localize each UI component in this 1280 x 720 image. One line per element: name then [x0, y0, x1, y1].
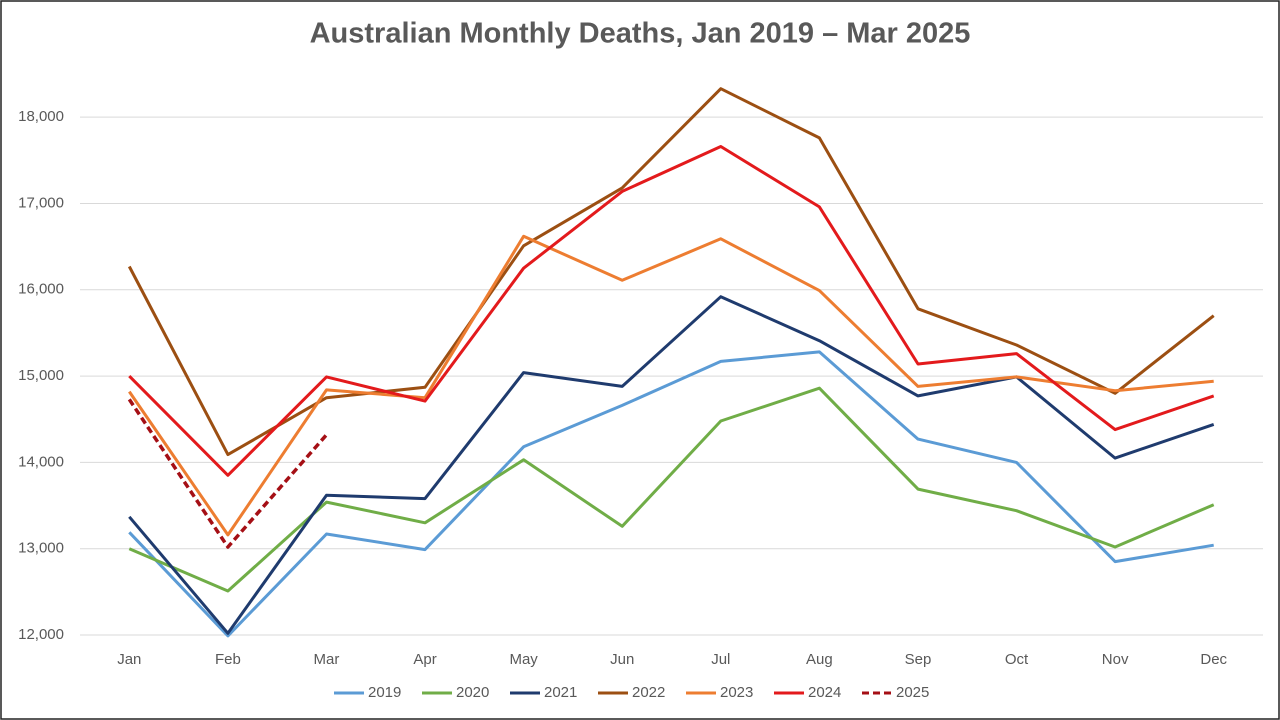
- y-tick-label: 15,000: [18, 367, 64, 384]
- x-tick-label: Oct: [1005, 651, 1029, 668]
- x-tick-label: Aug: [806, 651, 833, 668]
- legend-label: 2022: [632, 684, 665, 701]
- legend-label: 2020: [456, 684, 489, 701]
- legend-label: 2023: [720, 684, 753, 701]
- legend-label: 2024: [808, 684, 841, 701]
- y-tick-label: 17,000: [18, 194, 64, 211]
- y-tick-label: 16,000: [18, 281, 64, 298]
- chart-title: Australian Monthly Deaths, Jan 2019 – Ma…: [310, 18, 971, 50]
- x-tick-label: Apr: [413, 651, 436, 668]
- legend-label: 2019: [368, 684, 401, 701]
- x-tick-label: Jul: [711, 651, 730, 668]
- x-tick-label: Feb: [215, 651, 241, 668]
- x-tick-label: Mar: [314, 651, 340, 668]
- series-line: [127, 87, 1215, 457]
- legend-label: 2021: [544, 684, 577, 701]
- series-line: [127, 398, 328, 549]
- y-tick-label: 13,000: [18, 540, 64, 557]
- legend-label: 2025: [896, 684, 929, 701]
- x-tick-label: May: [509, 651, 538, 668]
- series-line: [128, 295, 1215, 635]
- y-tick-label: 12,000: [18, 626, 64, 643]
- x-tick-label: Dec: [1200, 651, 1227, 668]
- y-tick-label: 18,000: [18, 108, 64, 125]
- x-tick-label: Jun: [610, 651, 634, 668]
- series-line: [128, 145, 1215, 477]
- series-line: [128, 350, 1214, 638]
- x-tick-label: Jan: [117, 651, 141, 668]
- x-tick-label: Nov: [1102, 651, 1129, 668]
- series-line: [128, 234, 1214, 537]
- x-tick-label: Sep: [905, 651, 932, 668]
- y-tick-label: 14,000: [18, 453, 64, 470]
